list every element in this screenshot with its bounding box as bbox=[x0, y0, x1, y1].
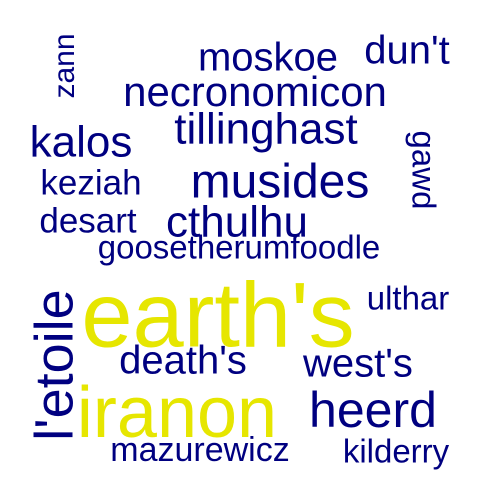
word-dun-t: dun't bbox=[364, 29, 450, 73]
word-gawd: gawd bbox=[405, 131, 442, 210]
word-kalos: kalos bbox=[30, 118, 133, 167]
word-desart: desart bbox=[39, 201, 137, 240]
word-musides: musides bbox=[191, 156, 370, 209]
word-west-s: west's bbox=[302, 342, 413, 386]
word-iranon: iranon bbox=[77, 373, 277, 453]
word-tillinghast: tillinghast bbox=[174, 105, 357, 154]
word-mazurewicz: mazurewicz bbox=[110, 431, 289, 469]
word-moskoe: moskoe bbox=[198, 36, 338, 80]
word-zann: zann bbox=[48, 33, 81, 98]
word-goosetherumfoodle: goosetherumfoodle bbox=[98, 229, 381, 266]
word-l-etoile: l'etoile bbox=[24, 289, 84, 440]
word-death-s: death's bbox=[119, 339, 247, 383]
word-cthulhu: cthulhu bbox=[166, 198, 308, 247]
word-kilderry: kilderry bbox=[343, 433, 450, 470]
word-necronomicon: necronomicon bbox=[123, 68, 387, 115]
word-earth-s: earth's bbox=[81, 264, 354, 366]
word-ulthar: ulthar bbox=[367, 280, 450, 317]
word-heerd: heerd bbox=[309, 382, 437, 438]
word-keziah: keziah bbox=[40, 163, 141, 202]
